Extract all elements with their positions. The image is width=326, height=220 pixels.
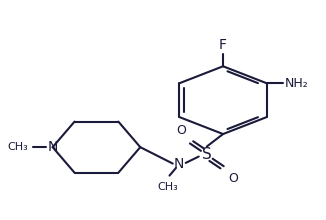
Text: S: S bbox=[202, 147, 212, 162]
Text: CH₃: CH₃ bbox=[157, 182, 178, 192]
Text: N: N bbox=[48, 140, 58, 154]
Text: N: N bbox=[174, 157, 185, 170]
Text: O: O bbox=[176, 124, 186, 137]
Text: NH₂: NH₂ bbox=[285, 77, 308, 90]
Text: CH₃: CH₃ bbox=[7, 142, 28, 152]
Text: O: O bbox=[228, 172, 238, 185]
Text: F: F bbox=[219, 38, 227, 52]
